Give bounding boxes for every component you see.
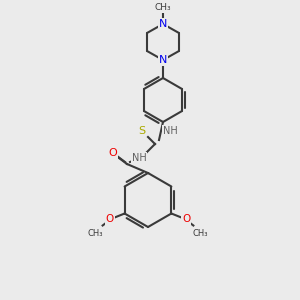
Text: NH: NH	[163, 126, 177, 136]
Text: CH₃: CH₃	[88, 229, 103, 238]
Text: NH: NH	[132, 153, 146, 163]
Text: O: O	[109, 148, 117, 158]
Text: O: O	[182, 214, 190, 224]
Text: S: S	[138, 126, 146, 136]
Text: O: O	[106, 214, 114, 224]
Text: N: N	[159, 19, 167, 29]
Text: N: N	[159, 55, 167, 65]
Text: CH₃: CH₃	[193, 229, 208, 238]
Text: CH₃: CH₃	[155, 4, 171, 13]
